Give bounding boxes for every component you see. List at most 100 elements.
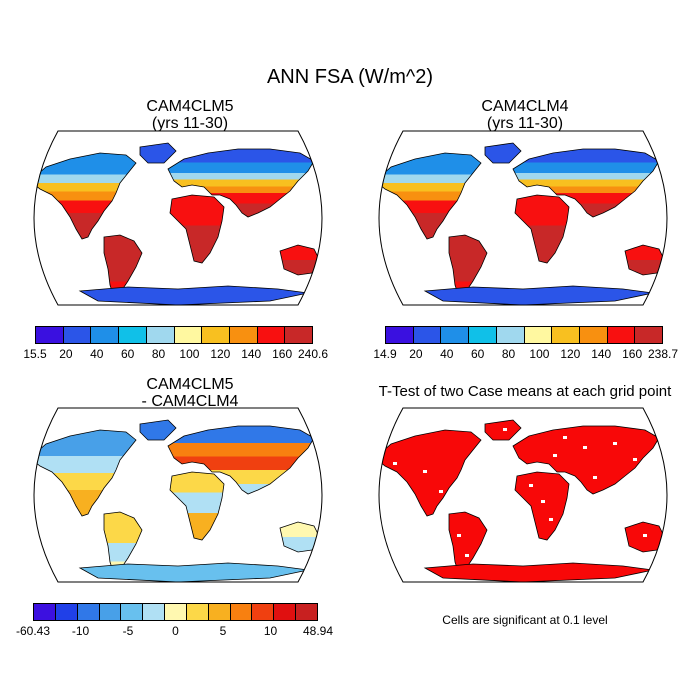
colorbar-swatch bbox=[252, 604, 275, 620]
continent-greenland bbox=[484, 142, 522, 164]
map-difference bbox=[33, 407, 323, 583]
panel-title-line2: (yrs 11-30) bbox=[151, 115, 229, 132]
colorbar-label: 40 bbox=[90, 347, 104, 361]
map-outline bbox=[378, 407, 668, 583]
non-significant-cell bbox=[503, 428, 507, 431]
colorbar-swatch bbox=[174, 327, 203, 343]
continent-eurasia bbox=[512, 425, 660, 495]
continent-antarctica bbox=[78, 285, 309, 305]
map-outline bbox=[378, 130, 668, 306]
continent-eurasia bbox=[167, 425, 315, 495]
colorbar-labels-clm4: 14.9 20 40 60 80 100 120 140 160 238.7 bbox=[373, 347, 678, 361]
colorbar-label: 100 bbox=[529, 347, 550, 361]
colorbar-swatch bbox=[143, 604, 166, 620]
colorbar-swatch bbox=[579, 327, 608, 343]
continent-australia bbox=[279, 244, 321, 276]
non-significant-cell bbox=[583, 446, 587, 449]
non-significant-cell bbox=[553, 454, 557, 457]
colorbar-swatch bbox=[202, 327, 230, 343]
non-significant-cell bbox=[393, 462, 397, 465]
colorbar-swatch bbox=[607, 327, 636, 343]
panel-title-diff: CAM4CLM5 - CAM4CLM4 bbox=[30, 376, 350, 410]
colorbar-swatch bbox=[285, 327, 313, 343]
colorbar-label: 80 bbox=[501, 347, 516, 361]
map-ttest bbox=[378, 407, 668, 583]
panel-title-line1: CAM4CLM4 bbox=[481, 98, 569, 115]
non-significant-cell bbox=[593, 476, 597, 479]
continent-antarctica bbox=[78, 562, 309, 582]
continent-antarctica bbox=[423, 562, 654, 582]
colorbar-label: 100 bbox=[179, 347, 200, 361]
colorbar-swatch bbox=[99, 604, 122, 620]
non-significant-cell bbox=[633, 458, 637, 461]
colorbar-swatch bbox=[91, 327, 120, 343]
colorbar-label: 48.94 bbox=[302, 624, 334, 638]
colorbar-labels-difference: -60.43 -10 -5 0 5 10 48.94 bbox=[16, 624, 333, 638]
non-significant-cell bbox=[465, 554, 469, 557]
colorbar-label: 5 bbox=[219, 624, 227, 638]
colorbar-label: 10 bbox=[263, 624, 278, 638]
continent-north-america bbox=[34, 429, 137, 517]
figure-title: ANN FSA (W/m^2) bbox=[266, 66, 434, 88]
colorbar-swatch bbox=[63, 327, 92, 343]
continent-africa bbox=[169, 194, 225, 264]
colorbar-swatch bbox=[146, 327, 175, 343]
continent-africa bbox=[169, 471, 225, 541]
map-clm4 bbox=[378, 130, 668, 306]
colorbar-label: 14.9 bbox=[373, 347, 397, 361]
colorbar-swatch bbox=[386, 327, 414, 343]
panel-title-line2: (yrs 11-30) bbox=[486, 115, 564, 132]
continent-north-america bbox=[379, 429, 482, 517]
significance-note: Cells are significant at 0.1 level bbox=[442, 613, 608, 627]
continent-greenland bbox=[139, 142, 177, 164]
colorbar-label: 40 bbox=[440, 347, 454, 361]
continent-north-america bbox=[379, 152, 482, 240]
continent-greenland bbox=[139, 419, 177, 441]
colorbar-label: 15.5 bbox=[23, 347, 47, 361]
colorbar-swatch bbox=[230, 604, 253, 620]
non-significant-cell bbox=[529, 484, 533, 487]
colorbar-swatch bbox=[552, 327, 580, 343]
panel-title-ttest: T-Test of two Case means at each grid po… bbox=[378, 383, 672, 400]
continent-australia bbox=[279, 521, 321, 553]
colorbar-clm5 bbox=[35, 326, 313, 344]
colorbar-swatch bbox=[635, 327, 663, 343]
colorbar-swatch bbox=[186, 604, 209, 620]
map-clm5 bbox=[33, 130, 323, 306]
colorbar-swatch bbox=[77, 604, 100, 620]
non-significant-cell bbox=[549, 518, 553, 521]
colorbar-swatch bbox=[229, 327, 258, 343]
colorbar-labels-clm5: 15.5 20 40 60 80 100 120 140 160 240.6 bbox=[23, 347, 328, 361]
panel-title-clm4: CAM4CLM4 (yrs 11-30) bbox=[365, 98, 685, 132]
map-outline bbox=[33, 407, 323, 583]
colorbar-label: 120 bbox=[210, 347, 231, 361]
colorbar-label: 160 bbox=[622, 347, 643, 361]
colorbar-swatch bbox=[34, 604, 56, 620]
non-significant-cell bbox=[423, 470, 427, 473]
colorbar-swatch bbox=[208, 604, 231, 620]
colorbar-swatch bbox=[274, 604, 297, 620]
non-significant-cell bbox=[541, 500, 545, 503]
colorbar-swatch bbox=[469, 327, 497, 343]
colorbar-swatch bbox=[296, 604, 317, 620]
map-outline bbox=[33, 130, 323, 306]
colorbar-label: -5 bbox=[122, 624, 134, 638]
colorbar-label: 20 bbox=[409, 347, 423, 361]
non-significant-cell bbox=[563, 436, 567, 439]
colorbar-label: -10 bbox=[71, 624, 90, 638]
panel-title-line1: CAM4CLM5 bbox=[146, 376, 234, 393]
colorbar-label: 140 bbox=[241, 347, 262, 361]
non-significant-cell bbox=[439, 490, 443, 493]
panel-title-line1: CAM4CLM5 bbox=[146, 98, 234, 115]
colorbar-swatch bbox=[524, 327, 553, 343]
colorbar-clm4 bbox=[385, 326, 663, 344]
non-significant-cell bbox=[457, 534, 461, 537]
colorbar-swatch bbox=[257, 327, 286, 343]
continent-eurasia bbox=[512, 148, 660, 218]
continent-africa bbox=[514, 471, 570, 541]
panel-title-clm5: CAM4CLM5 (yrs 11-30) bbox=[30, 98, 350, 132]
colorbar-label: 120 bbox=[560, 347, 581, 361]
colorbar-swatch bbox=[413, 327, 442, 343]
colorbar-label: 238.7 bbox=[647, 347, 679, 361]
colorbar-swatch bbox=[496, 327, 525, 343]
